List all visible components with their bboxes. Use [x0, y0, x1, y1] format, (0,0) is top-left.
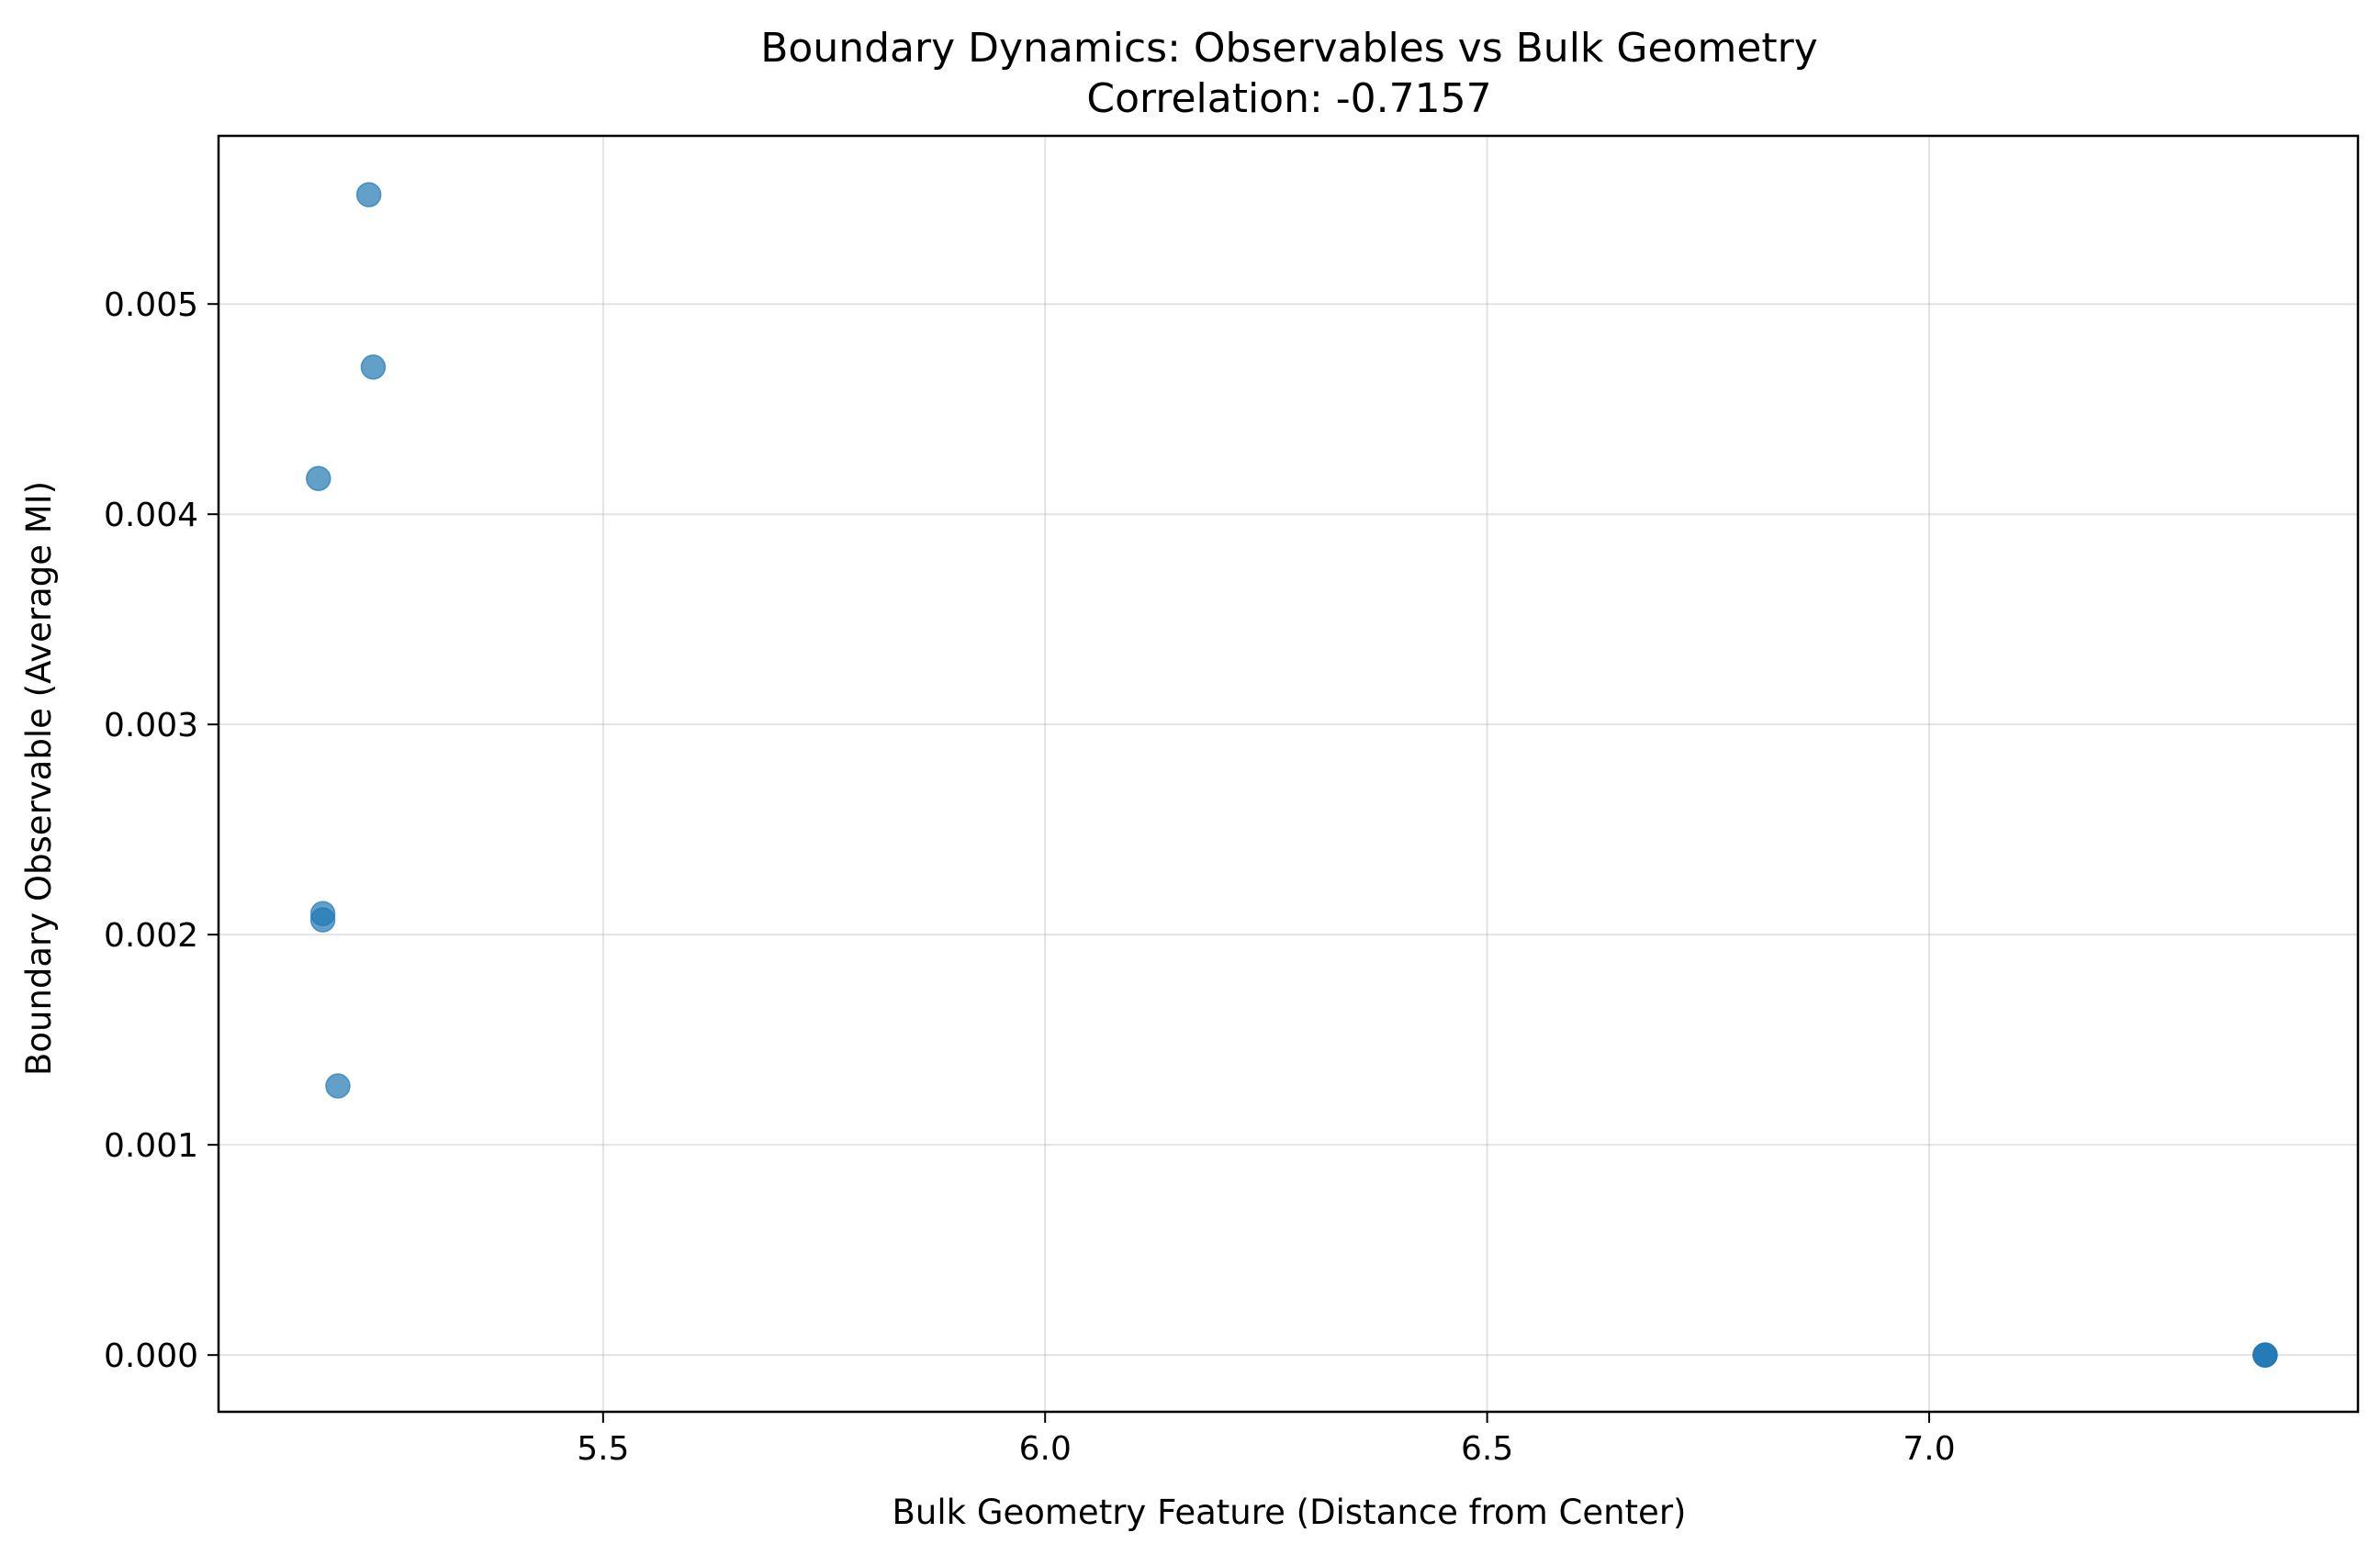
x-axis-label: Bulk Geometry Feature (Distance from Cen…	[892, 1493, 1687, 1532]
axis-ticks: 5.5 6.0 6.5 7.0 0.000 0.001 0.002 0.003 0.004 0.0…	[104, 286, 1956, 1468]
scatter-point	[2252, 1342, 2278, 1368]
y-tick-label: 0.000	[104, 1337, 198, 1375]
scatter-point	[306, 465, 331, 492]
x-tick-label: 5.5	[577, 1430, 629, 1468]
scatter-point	[360, 354, 387, 380]
y-tick-label: 0.004	[104, 497, 198, 534]
y-tick-label: 0.003	[104, 707, 198, 744]
x-tick-label: 6.0	[1019, 1430, 1072, 1468]
y-axis-label: Boundary Observable (Average MI)	[19, 481, 59, 1076]
scatter-point	[309, 907, 336, 933]
scatter-points	[306, 182, 2278, 1368]
chart-subtitle: Correlation: -0.7157	[1086, 75, 1491, 122]
y-tick-label: 0.005	[104, 286, 198, 324]
y-tick-label: 0.001	[104, 1127, 198, 1165]
grid-lines	[219, 136, 2358, 1412]
plot-frame	[217, 134, 2360, 1414]
y-tick-label: 0.002	[104, 917, 198, 955]
scatter-point	[325, 1073, 351, 1099]
x-tick-label: 7.0	[1903, 1430, 1955, 1468]
chart-title: Boundary Dynamics: Observables vs Bulk G…	[760, 25, 1818, 72]
scatter-point	[355, 182, 382, 207]
x-tick-label: 6.5	[1461, 1430, 1513, 1468]
